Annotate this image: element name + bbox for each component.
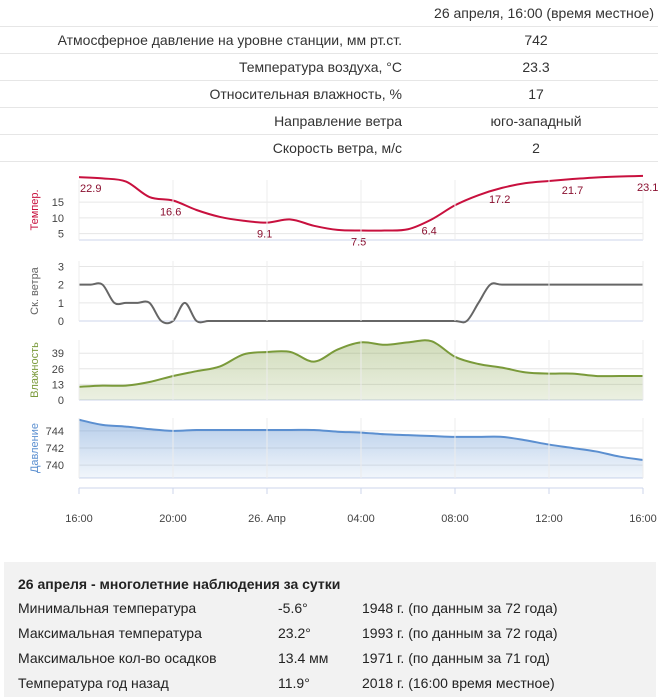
y-tick-label: 5 xyxy=(58,229,64,241)
x-tick-label: 26. Апр xyxy=(248,513,286,525)
y-tick-label: 39 xyxy=(52,348,64,360)
y-tick-label: 3 xyxy=(58,261,64,273)
x-tick-label: 12:00 xyxy=(535,513,563,525)
y-tick-label: 10 xyxy=(52,213,64,225)
climate-row-value: 23.2° xyxy=(278,625,311,641)
climate-title: 26 апреля - многолетние наблюдения за су… xyxy=(18,576,341,592)
data-label: 23.1 xyxy=(637,182,658,194)
y-axis-title: Ск. ветра xyxy=(29,266,41,314)
observations-table: 26 апреля, 16:00 (время местное) Атмосфе… xyxy=(0,0,658,162)
observation-label: Атмосферное давление на уровне станции, … xyxy=(0,26,414,54)
y-tick-label: 742 xyxy=(46,443,64,455)
y-tick-label: 26 xyxy=(52,364,64,376)
observation-row-temperature: Температура воздуха, °C 23.3 xyxy=(0,53,658,81)
y-tick-label: 0 xyxy=(58,316,64,328)
observation-value: юго-западный xyxy=(414,107,658,135)
data-label: 22.9 xyxy=(80,183,101,195)
data-label: 17.2 xyxy=(489,194,510,206)
y-axis-title: Давление xyxy=(29,423,41,473)
y-tick-label: 740 xyxy=(46,460,64,472)
climate-row-value: 11.9° xyxy=(278,675,310,691)
y-tick-label: 744 xyxy=(46,426,64,438)
data-label: 21.7 xyxy=(562,185,583,197)
y-axis-title: Влажность xyxy=(29,342,41,398)
observation-row-wind-speed: Скорость ветра, м/с 2 xyxy=(0,134,658,162)
y-tick-label: 1 xyxy=(58,298,64,310)
observation-label: Температура воздуха, °C xyxy=(0,53,414,81)
y-tick-label: 15 xyxy=(52,197,64,209)
observation-datetime: 26 апреля, 16:00 (время местное) xyxy=(414,0,658,27)
observation-label: Направление ветра xyxy=(0,107,414,135)
y-tick-label: 13 xyxy=(52,379,64,391)
x-tick-label: 20:00 xyxy=(159,513,187,525)
y-axis-title: Темпер. xyxy=(29,189,41,230)
climate-records-panel: 26 апреля - многолетние наблюдения за су… xyxy=(4,562,656,697)
observation-row-pressure: Атмосферное давление на уровне станции, … xyxy=(0,26,658,54)
data-label: 9.1 xyxy=(257,229,272,241)
y-tick-label: 0 xyxy=(58,395,64,407)
y-tick-label: 2 xyxy=(58,280,64,292)
x-tick-label: 08:00 xyxy=(441,513,469,525)
observation-row-humidity: Относительная влажность, % 17 xyxy=(0,80,658,108)
climate-row-name: Минимальная температура xyxy=(18,600,197,616)
observation-value: 23.3 xyxy=(414,53,658,81)
climate-row-note: 1971 г. (по данным за 71 год) xyxy=(362,650,550,666)
observation-value: 2 xyxy=(414,134,658,162)
observation-value: 17 xyxy=(414,80,658,108)
data-label: 6.4 xyxy=(422,225,437,237)
x-tick-label: 04:00 xyxy=(347,513,375,525)
data-label: 16.6 xyxy=(160,207,181,219)
x-tick-label: 16:00 xyxy=(629,513,657,525)
climate-row-value: 13.4 мм xyxy=(278,650,329,666)
observation-label: Скорость ветра, м/с xyxy=(0,134,414,162)
climate-row-name: Максимальная температура xyxy=(18,625,202,641)
climate-row-name: Температура год назад xyxy=(18,675,169,691)
climate-row-note: 1948 г. (по данным за 72 года) xyxy=(362,600,558,616)
data-label: 7.5 xyxy=(351,237,366,249)
climate-row-note: 2018 г. (16:00 время местное) xyxy=(362,675,555,691)
observation-row-wind-direction: Направление ветра юго-западный xyxy=(0,107,658,135)
observation-value: 742 xyxy=(414,26,658,54)
observation-label: Относительная влажность, % xyxy=(0,80,414,108)
observations-header-row: 26 апреля, 16:00 (время местное) xyxy=(0,0,658,27)
climate-row-value: -5.6° xyxy=(278,600,308,616)
climate-row-note: 1993 г. (по данным за 72 года) xyxy=(362,625,558,641)
climate-row-name: Максимальное кол-во осадков xyxy=(18,650,217,666)
x-tick-label: 16:00 xyxy=(65,513,93,525)
